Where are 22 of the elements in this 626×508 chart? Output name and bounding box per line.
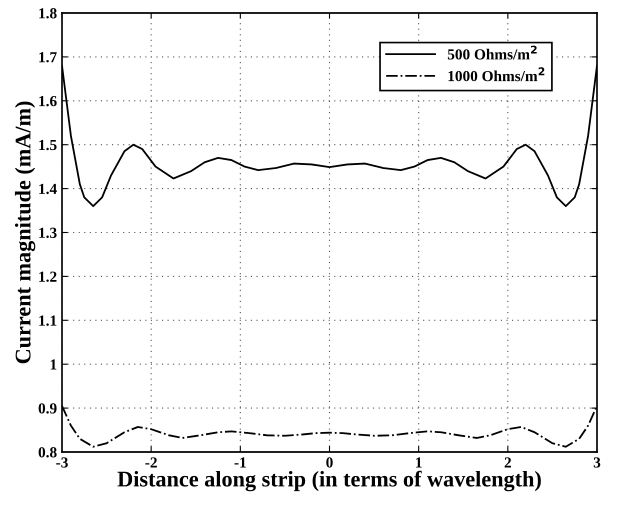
y-tick-label: 1.2 [39, 272, 56, 282]
y-tick-label: 1.8 [39, 8, 57, 19]
y-tick-label: 1.4 [39, 184, 57, 194]
y-tick-label: 1.7 [39, 52, 57, 62]
y-tick-label: 0.8 [38, 447, 57, 458]
legend-label: 500 Ohms/m$^{2}$ [448, 46, 537, 60]
x-tick-label: -3 [56, 457, 68, 468]
x-tick-label: -1 [234, 457, 246, 468]
y-tick-label: 1 [50, 359, 56, 370]
y-tick-label: 1.6 [39, 96, 57, 106]
x-axis-title: Distance along strip (in terms of wavelength) [118, 470, 541, 492]
x-tick-label: 3 [594, 457, 600, 468]
y-tick-label: 1.1 [39, 316, 56, 326]
y-tick-label: 1.3 [39, 228, 57, 238]
y-tick-label: 1.5 [39, 140, 57, 150]
x-tick-label: -2 [145, 457, 157, 468]
legend-label: 1000 Ohms/m$^{2}$ [448, 67, 544, 82]
y-tick-label: 0.9 [38, 403, 57, 414]
y-axis-title: Current magnitude (mA/m) [14, 102, 36, 364]
x-tick-label: 0 [326, 457, 333, 468]
x-tick-label: 2 [504, 457, 511, 468]
x-tick-label: 1 [416, 457, 422, 468]
